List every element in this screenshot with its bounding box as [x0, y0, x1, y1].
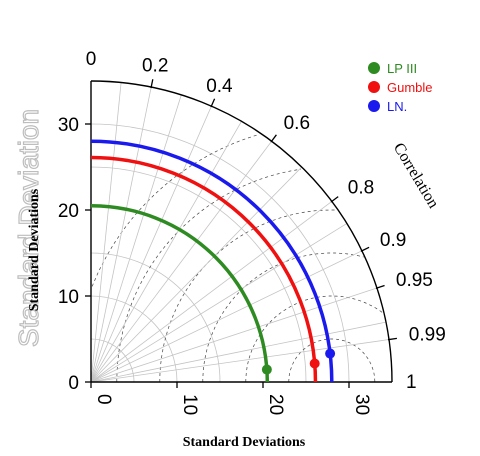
- correlation-tick-mark: [210, 98, 216, 108]
- series-arc-gumble: [90, 155, 318, 383]
- correlation-radial-line: [90, 223, 348, 383]
- legend-marker: [368, 81, 380, 93]
- correlation-axis-title: Correlation: [390, 140, 442, 211]
- correlation-radial-line: [90, 105, 212, 383]
- y-tick-label: 10: [58, 287, 79, 308]
- correlation-tick-mark: [360, 246, 370, 252]
- y-tick-label: 30: [58, 115, 79, 136]
- series-point-lp-iii: [261, 364, 272, 375]
- correlation-tick-label: 0.99: [409, 325, 446, 346]
- legend-label: LN.: [387, 99, 407, 114]
- correlation-radial-line: [90, 201, 333, 383]
- y-tick-label: 20: [58, 201, 79, 222]
- correlation-tick-mark: [150, 79, 154, 89]
- std-grid-arc: [90, 123, 350, 383]
- correlation-radial-line: [90, 287, 378, 383]
- x-tick-label: 30: [351, 394, 372, 415]
- correlation-radial-line: [90, 166, 302, 383]
- correlation-tick-label: 0.95: [396, 270, 433, 291]
- correlation-tick-label: 0.9: [380, 230, 406, 251]
- x-axis-title: Standard Deviations: [183, 435, 306, 450]
- x-tick-label: 10: [179, 394, 200, 415]
- series-arc-ln-: [90, 139, 334, 383]
- correlation-tick-label: 0.2: [142, 56, 168, 77]
- legend-label: Gumble: [387, 80, 433, 95]
- axes-layer: [85, 79, 398, 388]
- legend-marker: [368, 62, 380, 74]
- correlation-tick-label: 0.8: [348, 177, 374, 198]
- correlation-tick-mark: [270, 134, 277, 143]
- tick-labels-layer: 0 10 20 30 0 10 20 30 0 0.2 0.4 0.6 0.8 0.9 0.95 0.99 1: [58, 49, 446, 415]
- rms-dashed-arc: [91, 134, 259, 287]
- correlation-tick-mark: [330, 196, 339, 203]
- rms-dashed-arc: [288, 338, 376, 382]
- correlation-tick-label: 0.6: [284, 113, 310, 134]
- series-point-ln-: [325, 348, 336, 359]
- correlation-radial-line: [90, 339, 390, 383]
- correlation-tick-label: 0.4: [206, 76, 233, 97]
- series-point-gumble: [309, 358, 320, 369]
- y-tick-label: 0: [68, 373, 79, 394]
- correlation-radial-line: [90, 321, 387, 383]
- ghost-y-axis-title: Standard Deviation: [13, 109, 44, 347]
- x-tick-label: 20: [265, 394, 286, 415]
- correlation-radial-line: [90, 82, 122, 383]
- rms-dashed-arc: [116, 168, 301, 382]
- legend-marker: [368, 100, 380, 112]
- rms-dashed-arc: [159, 209, 337, 382]
- std-grid-arc: [90, 338, 135, 383]
- std-grid-arc: [90, 166, 307, 383]
- correlation-tick-label: 1: [406, 372, 417, 393]
- y-axis-title: Standard Deviations: [27, 188, 42, 311]
- correlation-radial-line: [90, 121, 242, 383]
- correlation-tick-mark: [375, 284, 385, 289]
- rms-dashed-arc: [245, 295, 385, 382]
- correlation-radial-line: [90, 94, 182, 383]
- correlation-tick-label: 0: [86, 49, 97, 70]
- legend: LP III Gumble LN.: [368, 61, 433, 114]
- correlation-radial-line: [90, 140, 272, 383]
- x-tick-label: 0: [93, 394, 114, 405]
- correlation-radial-line: [90, 250, 363, 383]
- series-layer: [90, 139, 336, 383]
- grid-layer: [90, 82, 390, 383]
- correlation-tick-mark: [387, 337, 398, 341]
- series-arc-lp-iii: [90, 203, 270, 383]
- correlation-radial-line: [90, 87, 152, 383]
- legend-label: LP III: [387, 61, 417, 76]
- outer-correlation-arc: [90, 80, 393, 383]
- std-grid-arc: [90, 252, 221, 383]
